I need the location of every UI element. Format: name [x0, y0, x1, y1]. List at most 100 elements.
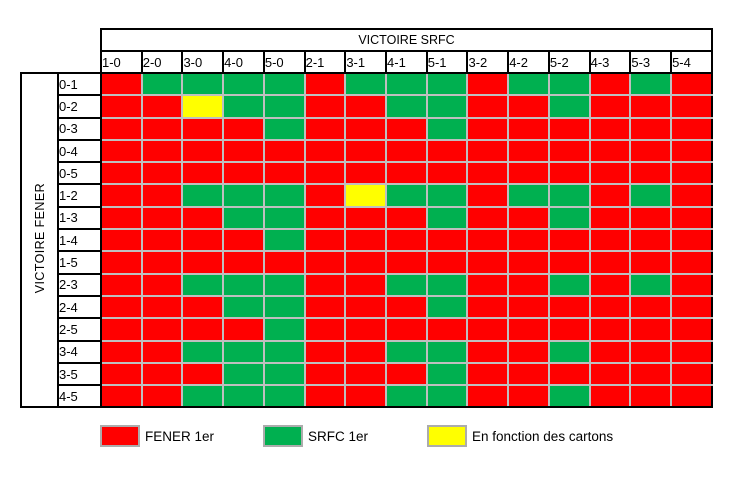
matrix-cell-0-1-vs-4-0 [222, 71, 265, 97]
matrix-cell-0-5-vs-5-2 [547, 161, 591, 186]
matrix-cell-1-4-vs-3-1 [344, 228, 388, 253]
matrix-cell-0-5-vs-3-2 [466, 161, 510, 186]
matrix-cell-3-5-vs-4-1 [385, 361, 428, 387]
row-label-3-5: 3-5 [57, 361, 102, 387]
matrix-cell-1-2-vs-2-0 [140, 183, 184, 208]
matrix-cell-4-5-vs-4-1 [385, 384, 428, 409]
matrix-cell-0-5-vs-5-1 [425, 161, 469, 186]
matrix-cell-3-4-vs-3-0 [181, 339, 225, 364]
matrix-cell-2-4-vs-5-0 [262, 294, 306, 320]
legend-item-G: SRFC 1er [263, 425, 368, 447]
matrix-cell-4-5-vs-4-0 [222, 384, 265, 409]
matrix-cell-2-4-vs-4-3 [588, 294, 632, 320]
matrix-cell-0-4-vs-5-2 [547, 138, 591, 164]
matrix-cell-0-3-vs-4-1 [385, 116, 428, 141]
matrix-cell-2-3-vs-3-0 [181, 272, 225, 297]
matrix-cell-2-4-vs-3-1 [344, 294, 388, 320]
matrix-cell-1-5-vs-1-0 [100, 250, 143, 275]
matrix-cell-3-4-vs-5-1 [425, 339, 469, 364]
matrix-cell-1-4-vs-2-0 [140, 228, 184, 253]
matrix-cell-1-2-vs-5-2 [547, 183, 591, 208]
matrix-cell-3-5-vs-5-2 [547, 361, 591, 387]
matrix-cell-4-5-vs-4-3 [588, 384, 632, 409]
matrix-row-3-4: 3-4 [21, 339, 713, 364]
matrix-cell-0-3-vs-1-0 [100, 116, 143, 141]
matrix-cell-1-4-vs-5-0 [262, 228, 306, 253]
matrix-cell-0-1-vs-1-0 [100, 71, 143, 97]
matrix-row-0-1: VICTOIRE FENER 0-1 [20, 71, 713, 409]
matrix-cell-0-1-vs-5-0 [262, 71, 306, 97]
column-label-4-3: 4-3 [588, 50, 632, 74]
matrix-cell-0-3-vs-3-1 [344, 116, 388, 141]
matrix-cell-2-3-vs-4-3 [588, 272, 632, 297]
matrix-cell-0-5-vs-2-1 [303, 161, 347, 186]
matrix-cell-3-5-vs-5-3 [629, 361, 673, 387]
column-label-5-0: 5-0 [262, 50, 306, 74]
column-label-5-3: 5-3 [629, 50, 673, 74]
matrix-cell-0-4-vs-2-0 [140, 138, 184, 164]
matrix-cell-0-2-vs-5-1 [425, 94, 469, 119]
matrix-cell-1-4-vs-5-3 [629, 228, 673, 253]
matrix-cell-0-5-vs-5-4 [670, 161, 713, 186]
matrix-cell-1-3-vs-5-1 [425, 205, 469, 231]
matrix-cell-0-2-vs-5-0 [262, 94, 306, 119]
matrix-row-0-5: 0-5 [21, 161, 713, 186]
matrix-cell-0-4-vs-4-0 [222, 138, 265, 164]
column-label-3-1: 3-1 [344, 50, 388, 74]
matrix-cell-2-5-vs-2-1 [303, 317, 347, 342]
matrix-cell-0-5-vs-3-1 [344, 161, 388, 186]
matrix-cell-0-5-vs-4-2 [507, 161, 550, 186]
matrix-cell-3-4-vs-3-1 [344, 339, 388, 364]
matrix-cell-3-5-vs-1-0 [100, 361, 143, 387]
matrix-cell-3-5-vs-5-1 [425, 361, 469, 387]
matrix-cell-0-1-vs-5-4 [670, 71, 713, 97]
matrix-cell-4-5-vs-1-0 [100, 384, 143, 409]
matrix-cell-3-5-vs-4-3 [588, 361, 632, 387]
matrix-row-1-2: 1-2 [21, 183, 713, 208]
matrix-cell-2-5-vs-5-3 [629, 317, 673, 342]
matrix-cell-1-3-vs-4-3 [588, 205, 632, 231]
matrix-cell-0-3-vs-4-2 [507, 116, 550, 141]
matrix-cell-2-3-vs-5-1 [425, 272, 469, 297]
matrix-row-1-5: 1-5 [21, 250, 713, 275]
row-label-2-5: 2-5 [57, 317, 102, 342]
matrix-cell-1-5-vs-4-1 [385, 250, 428, 275]
matrix-cell-1-3-vs-5-4 [670, 205, 713, 231]
column-label-5-4: 5-4 [670, 50, 713, 74]
matrix-cell-4-5-vs-5-0 [262, 384, 306, 409]
matrix-cell-2-3-vs-5-2 [547, 272, 591, 297]
matrix-cell-0-3-vs-5-2 [547, 116, 591, 141]
matrix-cell-3-5-vs-5-4 [670, 361, 713, 387]
column-label-1-0: 1-0 [100, 50, 143, 74]
matrix-cell-0-1-vs-5-1 [425, 71, 469, 97]
matrix-cell-0-5-vs-4-3 [588, 161, 632, 186]
matrix-cell-0-4-vs-5-0 [262, 138, 306, 164]
legend-item-R: FENER 1er [100, 425, 214, 447]
matrix-cell-0-1-vs-2-0 [140, 71, 184, 97]
matrix-cell-2-3-vs-5-3 [629, 272, 673, 297]
matrix-cell-3-4-vs-3-2 [466, 339, 510, 364]
matrix-cell-0-2-vs-5-2 [547, 94, 591, 119]
matrix-cell-3-4-vs-5-3 [629, 339, 673, 364]
matrix-cell-1-5-vs-3-1 [344, 250, 388, 275]
matrix-cell-4-5-vs-3-0 [181, 384, 225, 409]
matrix-cell-2-3-vs-4-2 [507, 272, 550, 297]
matrix-cell-2-3-vs-2-1 [303, 272, 347, 297]
column-label-5-2: 5-2 [547, 50, 591, 74]
matrix-cell-2-4-vs-3-2 [466, 294, 510, 320]
matrix-cell-0-1-vs-5-3 [629, 71, 673, 97]
matrix-cell-0-1-vs-4-3 [588, 71, 632, 97]
matrix-row-0-4: 0-4 [21, 138, 713, 164]
matrix-cell-2-4-vs-5-3 [629, 294, 673, 320]
matrix-cell-1-4-vs-4-0 [222, 228, 265, 253]
matrix-cell-0-2-vs-4-3 [588, 94, 632, 119]
matrix-cell-1-3-vs-2-0 [140, 205, 184, 231]
matrix-cell-1-5-vs-5-1 [425, 250, 469, 275]
matrix-cell-1-3-vs-2-1 [303, 205, 347, 231]
matrix-cell-2-5-vs-4-1 [385, 317, 428, 342]
legend-swatch-R [100, 425, 140, 447]
matrix-cell-1-3-vs-4-0 [222, 205, 265, 231]
matrix-cell-2-4-vs-5-2 [547, 294, 591, 320]
row-label-1-5: 1-5 [57, 250, 102, 275]
matrix-cell-1-4-vs-4-1 [385, 228, 428, 253]
